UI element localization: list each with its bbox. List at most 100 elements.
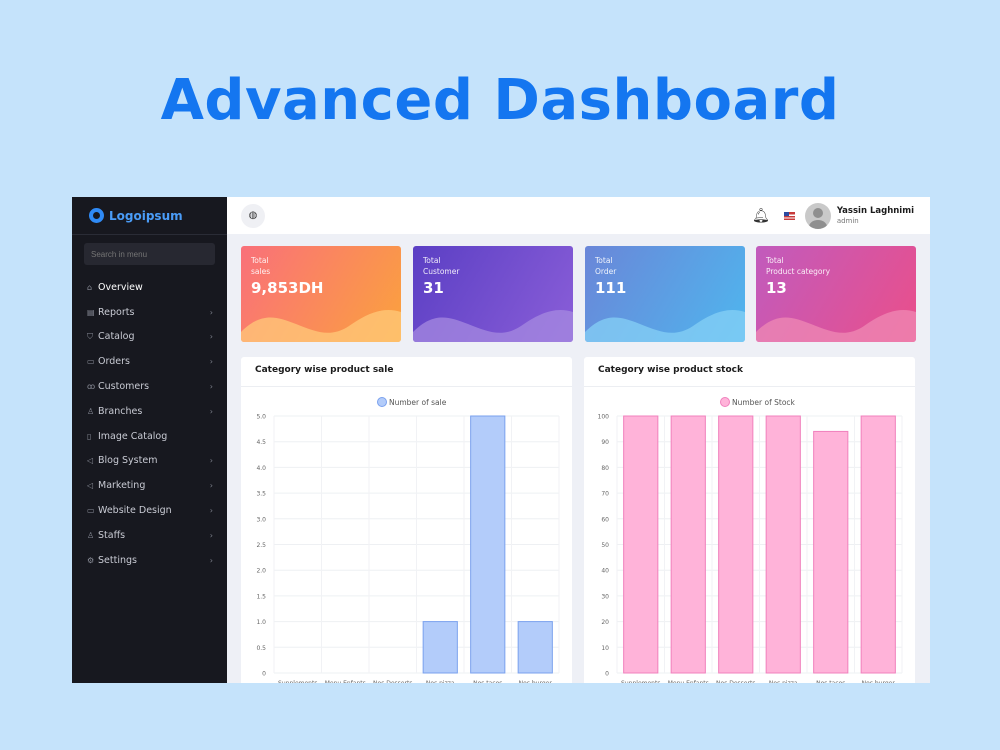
sidebar-item-orders[interactable]: ▭ Orders › [72,349,227,374]
stat-label: Total Customer [423,256,460,276]
y-tick-label: 50 [601,542,609,549]
stock-bar-chart: Number of Stock 0 10 20 30 40 50 60 70 80 90 100 Sup… [598,397,903,683]
stat-card-categories[interactable]: Total Product category 13 [756,246,916,342]
wave-decoration [413,309,573,342]
legend: Number of Stock [720,397,796,407]
sidebar-item-label: Branches [98,405,143,417]
sidebar-item-catalog[interactable]: ⛉ Catalog › [72,325,227,350]
y-tick-label: 3.0 [256,516,266,523]
legend-swatch [377,397,387,407]
divider [241,386,572,387]
logo[interactable]: Logoipsum [72,197,227,235]
stat-card-customers[interactable]: Total Customer 31 [413,246,573,342]
stat-value: 9,853DH [251,279,324,297]
chevron-right-icon: › [209,555,213,565]
sidebar-item-label: Reports [98,306,135,318]
sidebar-item-settings[interactable]: ⚙ Settings › [72,548,227,573]
sidebar-item-label: Orders [98,356,130,368]
sidebar-nav: ⌂ Overview ▤ Reports › ⛉ Catalog › ▭ Orders › ꝏ Cust… [72,275,227,573]
stat-label: Total Product category [766,256,831,276]
x-tick-label: Nos pizza [769,680,798,683]
sidebar-item-customers[interactable]: ꝏ Customers › [72,374,227,399]
sidebar-item-overview[interactable]: ⌂ Overview [72,275,227,300]
megaphone-icon: ◁ [87,456,94,466]
globe-button[interactable]: ◍ [241,203,265,228]
y-tick-label: 60 [601,516,609,523]
topbar: ◍ 🔔︎ Yassin Laghnimi admin [227,197,930,234]
legend: Number of sale [377,397,447,407]
home-icon: ⌂ [87,282,93,292]
bar-nos-tacos[interactable] [813,430,849,674]
legend-label: Number of sale [389,398,447,407]
bar-nos-pizza[interactable] [422,621,458,674]
bar-nos-tacos[interactable] [470,415,506,674]
stat-card-orders[interactable]: Total Order 111 [585,246,745,342]
x-tick-label: Nos tacos [473,680,502,683]
bar-nos-desserts[interactable] [718,415,754,674]
sidebar-item-reports[interactable]: ▤ Reports › [72,300,227,325]
y-tick-label: 0 [262,671,266,678]
chevron-right-icon: › [209,382,213,392]
chevron-right-icon: › [209,406,213,416]
stat-label: Total Order [595,256,617,276]
y-tick-label: 1.5 [256,593,266,600]
x-tick-label: Menu Enfants [668,680,709,683]
panel-title: Category wise product sale [255,365,394,375]
y-tick-label: 4.0 [256,465,266,472]
sidebar-item-label: Customers [98,381,150,393]
menu-search-input[interactable] [84,243,215,265]
globe-icon: ◍ [248,210,258,221]
y-tick-label: 30 [601,593,609,600]
y-tick-label: 3.5 [256,491,266,498]
x-tick-label: Nos tacos [816,680,845,683]
chevron-right-icon: › [209,481,213,491]
sidebar: Logoipsum ⌂Overview▤Reports›⛉Catalog›▭Or… [72,197,227,683]
person-icon: ♙ [87,406,95,416]
users-icon: ꝏ [87,382,96,392]
bar-nos-pizza[interactable] [765,415,801,674]
bar-supplements[interactable] [623,415,659,674]
bar-menu-enfants[interactable] [670,415,706,674]
bar-nos-burger[interactable] [860,415,896,674]
logo-icon [89,208,104,223]
sidebar-item-label: Settings [98,554,137,566]
staff-icon: ♙ [87,530,95,540]
bar-nos-burger[interactable] [517,621,553,674]
avatar[interactable] [804,202,831,229]
stock-chart-panel: Category wise product stock Number of St… [584,357,915,683]
sidebar-item-label: Staffs [98,529,126,541]
sidebar-item-label: Catalog [98,331,135,343]
y-tick-label: 0.5 [256,645,266,652]
legend-swatch [720,397,730,407]
sidebar-item-blog-system[interactable]: ◁ Blog System › [72,449,227,474]
cart-icon: ⛉ [87,331,93,341]
y-tick-label: 0 [605,671,609,678]
sidebar-item-branches[interactable]: ♙ Branches › [72,399,227,424]
sidebar-item-label: Image Catalog [98,430,168,442]
y-tick-label: 2.5 [256,542,266,549]
chevron-right-icon: › [209,332,213,342]
stat-value: 111 [595,279,627,297]
logo-text: Logoipsum [109,208,183,223]
sidebar-item-image-catalog[interactable]: ▯ Image Catalog [72,424,227,449]
y-tick-label: 10 [601,645,609,652]
y-tick-label: 70 [601,491,609,498]
monitor-icon: ▭ [87,506,95,516]
panel-title: Category wise product stock [598,365,743,375]
user-info[interactable]: Yassin Laghnimi admin [837,206,914,225]
us-flag-icon[interactable] [783,211,795,220]
sidebar-item-marketing[interactable]: ◁ Marketing › [72,473,227,498]
y-tick-label: 1.0 [256,619,266,626]
user-role: admin [836,217,859,225]
x-tick-label: Nos burger [862,680,896,683]
stat-label: Total sales [251,256,271,276]
sale-chart-panel: Category wise product sale Number of sal… [241,357,572,683]
bell-icon[interactable]: 🔔︎ [752,207,770,224]
sidebar-item-staffs[interactable]: ♙ Staffs › [72,523,227,548]
stat-card-sales[interactable]: Total sales 9,853DH [241,246,401,342]
sidebar-item-website-design[interactable]: ▭ Website Design › [72,498,227,523]
sidebar-item-label: Overview [98,281,143,293]
chevron-right-icon: › [209,307,213,317]
file-icon: ▤ [87,307,95,317]
x-tick-label: Nos Desserts [373,680,412,683]
